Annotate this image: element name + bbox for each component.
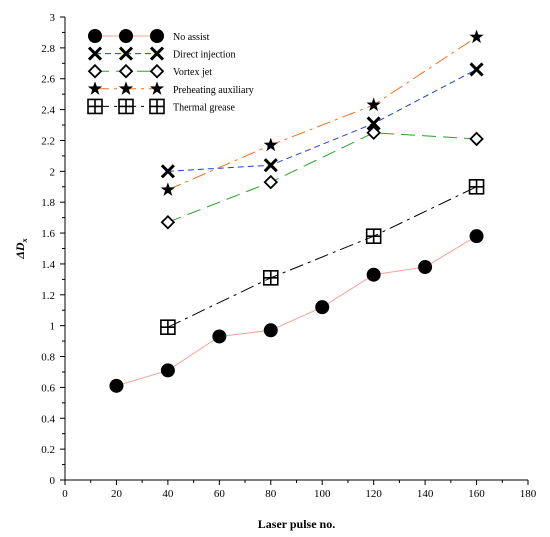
data-point [469, 29, 484, 44]
axes: 0 20 40 60 80 100 120 140 160 180 0 0.2 0.4 0.6 0.8 1 1.… [41, 12, 537, 500]
data-point [468, 178, 485, 195]
legend-marker [149, 98, 165, 115]
data-point [263, 174, 279, 190]
y-tick-label: 2.6 [41, 74, 55, 86]
legend-label: Direct injection [173, 50, 235, 61]
legend-marker [87, 98, 103, 115]
y-tick-label: 1.8 [41, 197, 55, 209]
legend-label: Preheating auxiliary [173, 85, 254, 96]
data-point [160, 363, 175, 378]
series-line [167, 36, 477, 191]
x-tick-label: 0 [62, 488, 68, 500]
legend-marker [150, 29, 164, 43]
data-point [160, 164, 175, 179]
data-point [469, 131, 484, 147]
legend-marker [149, 81, 165, 95]
y-tick-label: 2.8 [41, 43, 55, 55]
series-line [116, 235, 477, 387]
data-point [262, 270, 279, 286]
data-point [366, 267, 381, 282]
x-tick-label: 80 [265, 488, 277, 500]
data-point [365, 228, 382, 244]
data-point [263, 323, 278, 338]
y-tick-label: 0.6 [41, 382, 55, 394]
x-axis-title: Laser pulse no. [258, 517, 335, 531]
data-point [366, 97, 381, 112]
y-tick-label: 1.4 [41, 259, 55, 271]
legend-marker [118, 81, 134, 95]
legend-marker [87, 63, 103, 79]
x-tick-label: 160 [468, 488, 485, 500]
legend-marker [149, 63, 165, 79]
legend-marker [118, 98, 134, 115]
legend-marker [119, 29, 133, 43]
data-point [160, 182, 176, 196]
x-tick-label: 60 [214, 488, 226, 500]
series-line [167, 132, 477, 223]
legend-label: Vortex jet [173, 67, 212, 78]
y-tick-label: 3 [50, 12, 56, 24]
data-point [366, 125, 381, 141]
data-point [366, 116, 381, 131]
data-point [469, 229, 484, 244]
x-tick-label: 120 [365, 488, 382, 500]
x-tick-label: 180 [520, 488, 537, 500]
series-layer [109, 29, 485, 393]
y-tick-label: 1 [50, 321, 56, 333]
legend-marker [88, 29, 102, 43]
data-point [263, 137, 278, 152]
data-point [160, 319, 176, 336]
data-point [418, 260, 433, 275]
y-tick-label: 2.4 [41, 105, 55, 117]
data-point [469, 62, 484, 77]
y-tick-label: 2.2 [41, 135, 55, 147]
data-point [263, 158, 278, 173]
y-tick-label: 0.2 [41, 444, 55, 456]
data-point [160, 214, 176, 230]
x-tick-label: 20 [111, 488, 123, 500]
x-tick-label: 140 [417, 488, 434, 500]
legend-marker [118, 63, 134, 79]
x-tick-label: 100 [314, 488, 331, 500]
legend: No assist Direct injection Vortex jet Prehe… [87, 29, 254, 115]
legend-label: Thermal grease [173, 102, 235, 113]
y-tick-label: 0.8 [41, 352, 55, 364]
legend-marker [118, 46, 134, 61]
y-tick-label: 0.4 [41, 413, 55, 425]
y-tick-label: 1.2 [41, 290, 55, 302]
legend-marker [149, 46, 165, 61]
data-point [212, 329, 227, 344]
legend-marker [87, 81, 103, 95]
data-point [315, 300, 330, 315]
y-tick-label: 1.6 [41, 228, 55, 240]
legend-label: No assist [173, 32, 210, 43]
series-line [167, 69, 477, 172]
data-point [109, 378, 124, 393]
x-tick-label: 40 [162, 488, 174, 500]
legend-marker [87, 46, 103, 61]
y-axis-title: ΔDx [13, 238, 29, 259]
y-tick-label: 2 [50, 166, 56, 178]
y-tick-label: 0 [50, 475, 56, 487]
series-line [167, 186, 477, 328]
